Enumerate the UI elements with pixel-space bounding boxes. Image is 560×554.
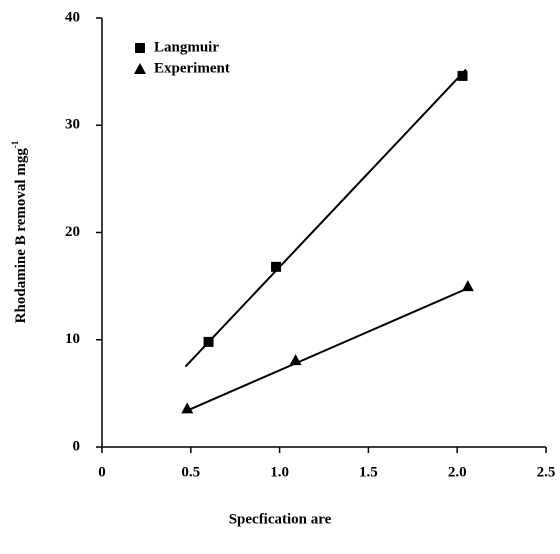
x-tick-label: 2.5 <box>537 464 556 480</box>
x-tick-label: 0.5 <box>181 464 200 480</box>
legend-label: Experiment <box>154 60 230 76</box>
square-marker <box>203 336 214 347</box>
y-tick-label: 40 <box>65 9 80 25</box>
x-tick-label: 2.0 <box>448 464 467 480</box>
x-axis-title: Specfication are <box>229 511 332 527</box>
legend-label: Langmuir <box>154 39 219 55</box>
x-tick-label: 1.0 <box>270 464 289 480</box>
fit-line <box>186 287 469 412</box>
y-tick-label: 10 <box>65 331 80 347</box>
triangle-marker <box>461 280 474 292</box>
square-marker <box>271 261 282 272</box>
y-axis-title-superscript: -1 <box>10 140 20 148</box>
legend-marker <box>135 43 145 53</box>
triangle-marker <box>289 354 302 366</box>
x-tick-label: 1.5 <box>359 464 378 480</box>
y-axis-title-main: Rhodamine B removal mgg <box>13 148 29 324</box>
triangle-marker <box>181 402 194 414</box>
y-axis-title: Rhodamine B removal mgg-1 <box>10 140 29 323</box>
y-tick-label: 0 <box>73 438 81 454</box>
square-marker <box>457 70 468 81</box>
legend-marker <box>134 63 146 74</box>
y-tick-label: 30 <box>65 117 80 133</box>
fit-line <box>184 68 467 368</box>
y-tick-label: 20 <box>65 224 80 240</box>
x-tick-label: 0 <box>98 464 106 480</box>
